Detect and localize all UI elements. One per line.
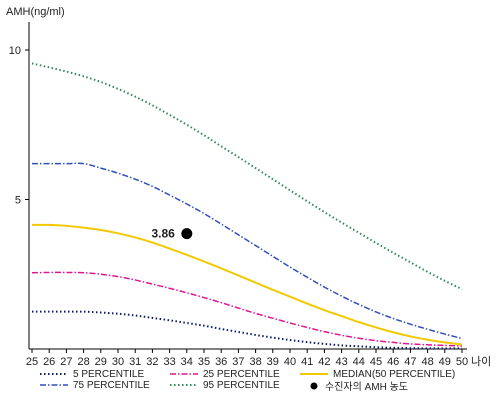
x-tick-label: 39 <box>267 356 279 368</box>
x-tick-label: 37 <box>232 356 244 368</box>
series-line-3 <box>32 162 463 340</box>
patient-marker: 3.86 <box>151 227 193 241</box>
x-tick-label: 42 <box>318 356 330 368</box>
x-tick-label: 28 <box>77 356 89 368</box>
x-tick-label: 50 <box>456 356 468 368</box>
x-tick-label: 27 <box>60 356 72 368</box>
x-tick-label: 46 <box>387 356 399 368</box>
series-line-2 <box>31 223 463 346</box>
legend-label-2: MEDIAN(50 PERCENTILE) <box>333 369 455 380</box>
patient-amh-point <box>181 228 193 240</box>
series-lines <box>31 62 463 350</box>
x-tick-label: 31 <box>129 356 141 368</box>
x-tick-label: 44 <box>353 356 365 368</box>
x-tick-label: 36 <box>215 356 227 368</box>
legend-marker-label: 수진자의 AMH 농도 <box>325 381 408 393</box>
x-ticks: 25 26 27 28 29 30 31 32 33 34 35 36 37 38 39 40 41 42 43 44… <box>26 349 468 368</box>
series-line-4 <box>31 62 463 291</box>
x-tick-label: 35 <box>198 356 210 368</box>
x-tick-label: 48 <box>421 356 433 368</box>
patient-amh-value: 3.86 <box>151 227 175 241</box>
x-tick-label: 38 <box>249 356 261 368</box>
x-tick-label: 34 <box>181 356 193 368</box>
legend-label-4: 95 PERCENTILE <box>203 380 280 391</box>
x-tick-label: 45 <box>370 356 382 368</box>
legend-label-3: 75 PERCENTILE <box>73 380 150 391</box>
x-tick-label: 30 <box>112 356 124 368</box>
legend-label-0: 5 PERCENTILE <box>73 369 144 380</box>
x-tick-label: 33 <box>163 356 175 368</box>
y-axis-title: AMH(ng/ml) <box>6 6 65 18</box>
y-ticks: 5 10 <box>9 45 29 207</box>
legend: 5 PERCENTILE 25 PERCENTILE MEDIAN(50 PERCE… <box>40 369 455 393</box>
y-tick-label: 10 <box>9 45 21 57</box>
x-tick-label: 26 <box>43 356 55 368</box>
y-tick-label: 5 <box>15 195 21 207</box>
x-tick-label: 47 <box>404 356 416 368</box>
x-tick-label: 43 <box>335 356 347 368</box>
series-line-0 <box>32 310 462 350</box>
legend-marker-swatch <box>310 382 318 390</box>
x-tick-label: 41 <box>301 356 313 368</box>
x-tick-label: 29 <box>95 356 107 368</box>
legend-label-1: 25 PERCENTILE <box>203 369 280 380</box>
x-tick-label: 25 <box>26 356 38 368</box>
series-line-1 <box>31 271 463 347</box>
x-axis-title: 나이 <box>471 355 491 368</box>
x-tick-label: 40 <box>284 356 296 368</box>
x-tick-label: 32 <box>146 356 158 368</box>
x-tick-label: 49 <box>439 356 451 368</box>
